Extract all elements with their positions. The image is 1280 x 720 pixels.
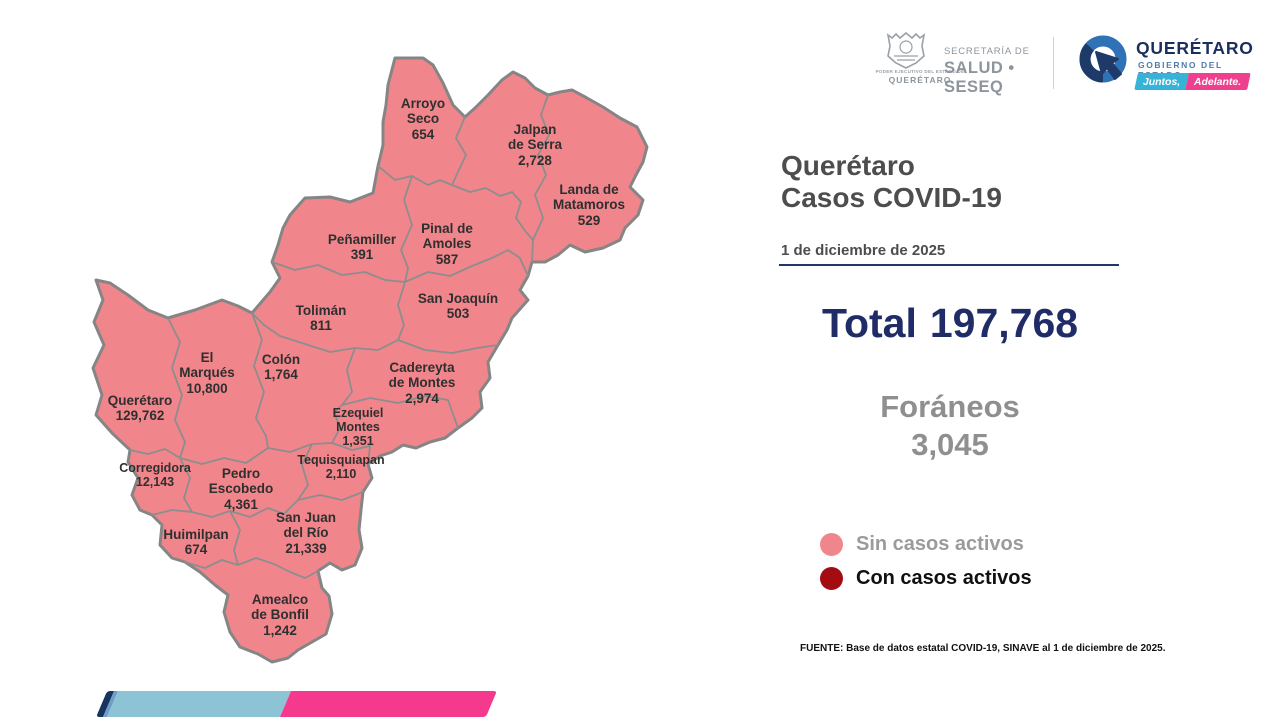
- footer-ribbon: [96, 691, 498, 717]
- coat-of-arms-icon: [886, 32, 926, 69]
- seseq-wordmark: SECRETARÍA DE SALUD • SESEQ: [944, 46, 1053, 97]
- seseq-logo: PODER EJECUTIVO DEL ESTADO DE QUERÉTARO …: [868, 30, 1053, 100]
- state-logo-title: QUERÉTARO: [1136, 38, 1254, 58]
- seseq-title: SALUD • SESEQ: [944, 59, 1015, 96]
- municipal-borders: [129, 94, 550, 579]
- queretaro-state-map: [91, 56, 649, 664]
- seseq-pretitle: SECRETARÍA DE: [944, 46, 1030, 57]
- source-note: FUENTE: Base de datos estatal COVID-19, …: [800, 643, 1166, 654]
- foraneos-block: Foráneos 3,045: [770, 388, 1130, 464]
- ribbon-pink-segment: [280, 691, 498, 717]
- state-logo-badge: Juntos, Adelante.: [1134, 73, 1251, 90]
- legend-label-no-active-cases: Sin casos activos: [856, 532, 1024, 555]
- crest-caption-small: PODER EJECUTIVO DEL ESTADO DE: [875, 69, 965, 74]
- total-cases: Total 197,768: [770, 300, 1130, 347]
- legend-row-sin-casos: Sin casos activos: [820, 527, 1032, 561]
- legend: Sin casos activos Con casos activos: [820, 527, 1032, 595]
- total-value: 197,768: [929, 300, 1079, 346]
- legend-dot-active-cases: [820, 566, 843, 590]
- legend-row-con-casos: Con casos activos: [820, 561, 1032, 595]
- ribbon-skyblue-segment: [107, 691, 292, 717]
- title-line-1: Querétaro: [781, 150, 915, 181]
- report-date: 1 de diciembre de 2025: [781, 242, 946, 259]
- state-outline-shape: [91, 56, 649, 664]
- q-logo-icon: [1079, 35, 1127, 83]
- logo-divider: [1053, 37, 1054, 89]
- crest-caption: QUERÉTARO: [888, 75, 952, 85]
- queretaro-government-logo: QUERÉTARO GOBIERNO DEL ESTADO Juntos, Ad…: [1078, 32, 1258, 94]
- date-underline: [779, 264, 1119, 266]
- badge-adelante: Adelante.: [1185, 73, 1251, 90]
- badge-juntos: Juntos,: [1134, 73, 1190, 90]
- legend-label-active-cases: Con casos activos: [856, 566, 1032, 589]
- foraneos-label: Foráneos: [880, 389, 1020, 424]
- page-title: Querétaro Casos COVID-19: [781, 150, 1002, 214]
- legend-dot-no-active-cases: [820, 532, 843, 556]
- title-line-2: Casos COVID-19: [781, 182, 1002, 213]
- total-label: Total: [821, 300, 917, 346]
- foraneos-value: 3,045: [911, 427, 989, 462]
